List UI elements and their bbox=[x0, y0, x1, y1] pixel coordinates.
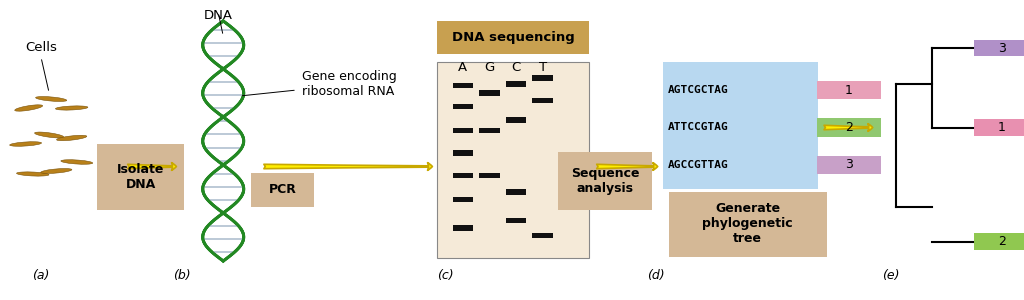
FancyBboxPatch shape bbox=[479, 128, 500, 133]
FancyBboxPatch shape bbox=[251, 172, 314, 207]
Text: 2: 2 bbox=[998, 235, 1006, 248]
Text: DNA sequencing: DNA sequencing bbox=[452, 31, 574, 44]
Ellipse shape bbox=[9, 142, 42, 146]
FancyBboxPatch shape bbox=[506, 189, 526, 195]
Text: G: G bbox=[484, 61, 495, 74]
FancyBboxPatch shape bbox=[479, 173, 500, 178]
FancyBboxPatch shape bbox=[974, 40, 1024, 56]
FancyBboxPatch shape bbox=[817, 156, 881, 174]
Text: A: A bbox=[459, 61, 467, 74]
FancyBboxPatch shape bbox=[817, 81, 881, 99]
Text: (e): (e) bbox=[882, 269, 900, 282]
Text: 2: 2 bbox=[845, 121, 853, 134]
Text: 3: 3 bbox=[998, 41, 1006, 55]
Text: DNA: DNA bbox=[204, 9, 232, 22]
FancyBboxPatch shape bbox=[453, 83, 473, 88]
FancyBboxPatch shape bbox=[453, 197, 473, 202]
FancyBboxPatch shape bbox=[437, 61, 589, 258]
FancyBboxPatch shape bbox=[532, 233, 553, 238]
Ellipse shape bbox=[36, 97, 67, 101]
FancyBboxPatch shape bbox=[506, 218, 526, 223]
FancyBboxPatch shape bbox=[97, 144, 184, 210]
Ellipse shape bbox=[56, 135, 87, 141]
Ellipse shape bbox=[14, 105, 43, 111]
Text: 1: 1 bbox=[998, 121, 1006, 134]
FancyBboxPatch shape bbox=[453, 128, 473, 133]
Ellipse shape bbox=[35, 132, 63, 138]
Text: Sequence
analysis: Sequence analysis bbox=[571, 167, 639, 195]
Text: Gene encoding
ribosomal RNA: Gene encoding ribosomal RNA bbox=[302, 70, 397, 98]
FancyBboxPatch shape bbox=[663, 61, 818, 189]
Text: AGCCGTTAG: AGCCGTTAG bbox=[668, 160, 728, 170]
Text: Generate
phylogenetic
tree: Generate phylogenetic tree bbox=[702, 202, 793, 245]
FancyBboxPatch shape bbox=[453, 150, 473, 156]
FancyBboxPatch shape bbox=[453, 173, 473, 178]
FancyBboxPatch shape bbox=[558, 152, 652, 210]
FancyBboxPatch shape bbox=[506, 81, 526, 87]
Ellipse shape bbox=[16, 172, 49, 176]
Text: 3: 3 bbox=[845, 158, 853, 172]
FancyBboxPatch shape bbox=[506, 117, 526, 123]
FancyBboxPatch shape bbox=[479, 90, 500, 96]
FancyBboxPatch shape bbox=[453, 225, 473, 231]
Text: C: C bbox=[511, 61, 521, 74]
FancyBboxPatch shape bbox=[532, 75, 553, 81]
FancyBboxPatch shape bbox=[437, 21, 589, 54]
Text: Isolate
DNA: Isolate DNA bbox=[117, 163, 165, 191]
Text: (c): (c) bbox=[437, 269, 454, 282]
FancyBboxPatch shape bbox=[669, 192, 827, 256]
FancyBboxPatch shape bbox=[532, 98, 553, 103]
Ellipse shape bbox=[55, 106, 88, 110]
Ellipse shape bbox=[41, 169, 72, 173]
Ellipse shape bbox=[60, 160, 93, 164]
Text: AGTCGCTAG: AGTCGCTAG bbox=[668, 85, 728, 95]
FancyBboxPatch shape bbox=[453, 104, 473, 109]
Text: ATTCCGTAG: ATTCCGTAG bbox=[668, 122, 728, 133]
Text: (d): (d) bbox=[646, 269, 665, 282]
FancyBboxPatch shape bbox=[817, 118, 881, 137]
Text: PCR: PCR bbox=[268, 183, 297, 196]
FancyBboxPatch shape bbox=[974, 119, 1024, 136]
Text: (a): (a) bbox=[33, 269, 49, 282]
Text: 1: 1 bbox=[845, 83, 853, 97]
Text: (b): (b) bbox=[173, 269, 191, 282]
Text: Cells: Cells bbox=[25, 41, 57, 54]
FancyBboxPatch shape bbox=[974, 233, 1024, 250]
Text: T: T bbox=[539, 61, 547, 74]
